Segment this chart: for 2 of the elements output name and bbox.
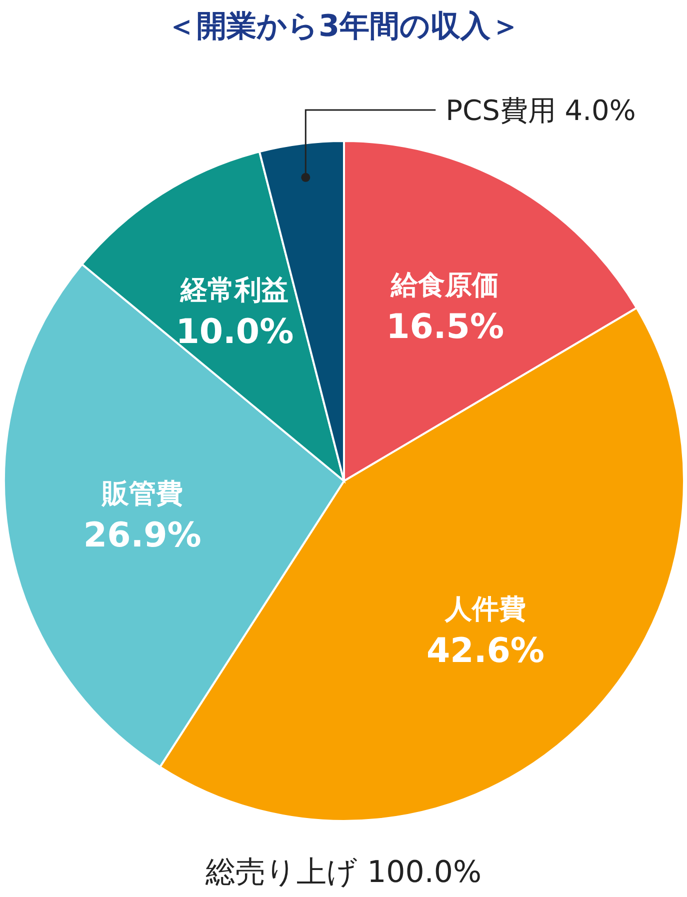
title: ＜開業から3年間の収入＞ (166, 9, 520, 44)
annotation: 総売り上げ 100.0% (206, 855, 482, 890)
